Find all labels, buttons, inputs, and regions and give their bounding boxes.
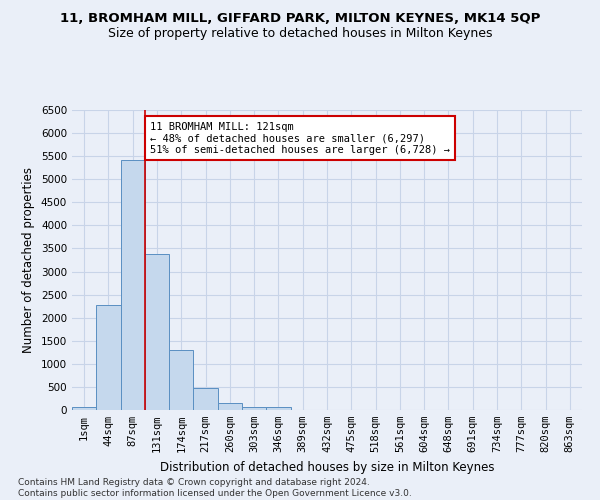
Bar xyxy=(242,406,266,410)
Bar xyxy=(193,388,218,410)
Bar xyxy=(72,407,96,410)
Y-axis label: Number of detached properties: Number of detached properties xyxy=(22,167,35,353)
Bar xyxy=(121,160,145,410)
Text: Size of property relative to detached houses in Milton Keynes: Size of property relative to detached ho… xyxy=(108,28,492,40)
X-axis label: Distribution of detached houses by size in Milton Keynes: Distribution of detached houses by size … xyxy=(160,460,494,473)
Bar xyxy=(145,254,169,410)
Text: 11 BROMHAM MILL: 121sqm
← 48% of detached houses are smaller (6,297)
51% of semi: 11 BROMHAM MILL: 121sqm ← 48% of detache… xyxy=(150,122,450,154)
Bar xyxy=(218,403,242,410)
Text: Contains HM Land Registry data © Crown copyright and database right 2024.
Contai: Contains HM Land Registry data © Crown c… xyxy=(18,478,412,498)
Text: 11, BROMHAM MILL, GIFFARD PARK, MILTON KEYNES, MK14 5QP: 11, BROMHAM MILL, GIFFARD PARK, MILTON K… xyxy=(60,12,540,26)
Bar xyxy=(266,408,290,410)
Bar xyxy=(96,305,121,410)
Bar xyxy=(169,350,193,410)
